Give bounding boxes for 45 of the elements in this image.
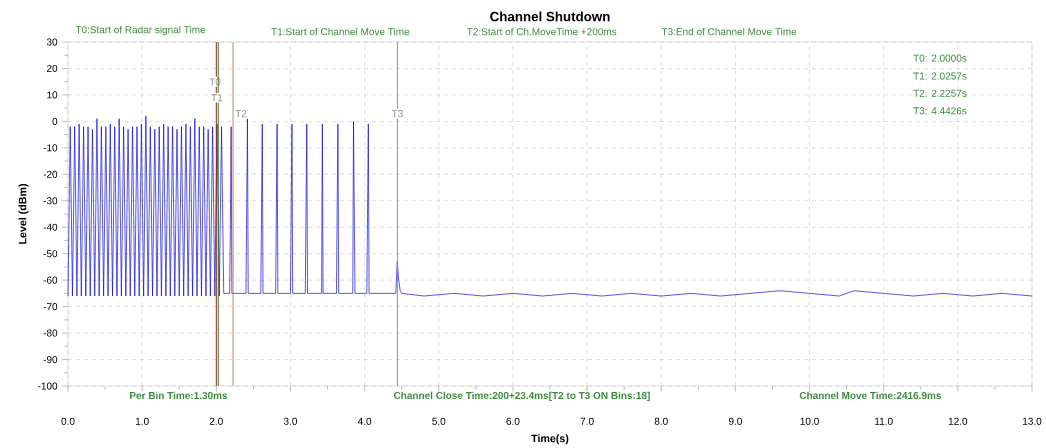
text: Channel Move Time:2416.9ms [799, 391, 942, 400]
x-tick-label: 3.0 [283, 417, 298, 425]
y-tick-label: -70 [43, 303, 58, 311]
annotation: T2: 2.2257s [913, 89, 967, 97]
x-tick-label: 10.0 [800, 417, 819, 425]
x-tick-label: 11.0 [875, 417, 893, 425]
x-tick-label: 4.0 [357, 417, 372, 425]
text: T0:Start of Radar signal Time [75, 25, 206, 36]
x-axis-title: Time(s) [531, 434, 569, 445]
y-tick-label: -50 [43, 250, 58, 258]
x-tick-label: 6.0 [506, 417, 520, 425]
x-tick-label: 13.0 [1023, 417, 1042, 425]
y-tick-label: 0 [52, 117, 58, 125]
annotation: T0: 2.0000s [913, 54, 967, 62]
text: T3:End of Channel Move Time [661, 27, 797, 36]
y-tick-label: -90 [43, 355, 58, 364]
y-tick-label: -80 [43, 329, 58, 337]
x-tick-label: 5.0 [432, 417, 446, 425]
text: Channel Close Time:200+23.4ms[T2 to T3 ON Bins:18] [393, 391, 650, 402]
y-tick-label: -100 [38, 382, 58, 390]
y-tick-label: -60 [43, 276, 58, 284]
x-tick-label: 9.0 [728, 417, 742, 425]
x-tick-label: 2.0 [209, 417, 223, 425]
y-tick-label: 20 [46, 64, 58, 72]
y-tick-label: 30 [46, 38, 58, 46]
x-tick-label: 12.0 [948, 417, 968, 425]
text: Per Bin Time:1.30ms [130, 391, 228, 400]
y-tick-label: -30 [43, 197, 58, 205]
y-tick-label: -10 [43, 144, 58, 152]
y-tick-label: 10 [47, 91, 58, 99]
x-tick-label: 8.0 [654, 417, 668, 425]
ref-line-label: T3 [391, 110, 403, 118]
text: T2:Start of Ch.MoveTime +200ms [467, 27, 617, 36]
x-tick-label: 7.0 [580, 417, 594, 425]
y-tick-label: -40 [43, 223, 58, 231]
x-tick-label: 1.0 [135, 417, 149, 425]
text: T1:Start of Channel Move Time [271, 27, 410, 36]
y-axis-title: Level (dBm) [18, 184, 29, 244]
annotation: T1: 2.0257s [913, 72, 967, 80]
ref-line-label: T2 [235, 110, 247, 118]
annotation: T3: 4.4426s [913, 107, 967, 115]
ref-line-label: T1 [211, 94, 223, 102]
x-tick-label: 0.0 [61, 417, 75, 425]
y-tick-label: -20 [43, 170, 58, 178]
chart-title: Channel Shutdown [490, 11, 610, 22]
